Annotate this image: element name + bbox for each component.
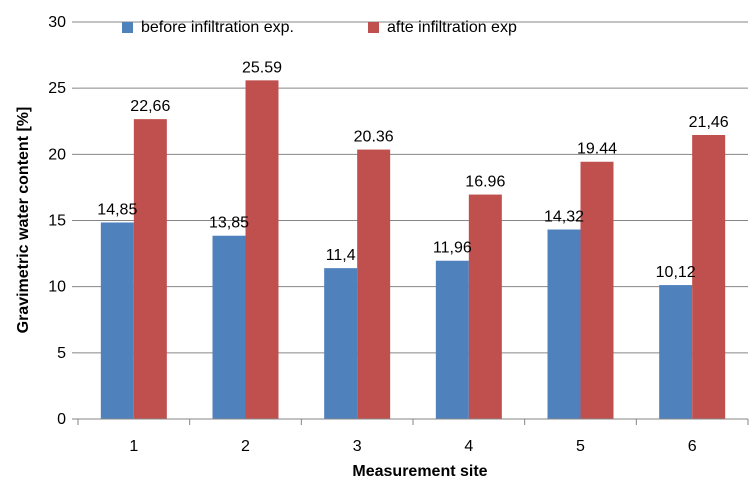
gridlines (78, 21, 748, 354)
legend-label-2: afte infiltration exp (387, 19, 517, 36)
bar-series-1-site-1 (100, 222, 134, 419)
bar-series-1-site-3 (324, 268, 358, 419)
data-label: 25.59 (242, 59, 282, 76)
y-tick-label: 20 (48, 146, 66, 163)
data-labels: 14,85 22,66 13,85 25.59 11,4 20.36 11,96 16.96 1… (97, 59, 728, 281)
bar-series-2-site-5 (580, 161, 614, 419)
data-label: 14,32 (544, 208, 584, 225)
legend-swatch-1 (122, 22, 133, 33)
y-tick-label: 25 (48, 80, 66, 97)
data-label: 13,85 (209, 215, 249, 232)
bar-series-1-site-2 (212, 235, 246, 419)
x-tick-label: 2 (241, 438, 250, 455)
x-tick-label: 6 (688, 438, 697, 455)
bar-series-2-site-2 (245, 80, 279, 419)
y-axis-ticks: 0 5 10 15 20 25 30 (48, 14, 78, 428)
data-label: 19.44 (577, 141, 617, 158)
x-tick-label: 1 (129, 438, 138, 455)
data-label: 16.96 (465, 174, 505, 191)
bar-series-2-site-6 (692, 135, 726, 419)
bar-series-2-site-4 (468, 194, 502, 419)
data-label: 11,4 (326, 247, 356, 264)
bar-series-2-site-3 (357, 149, 391, 419)
legend: before infiltration exp. afte infiltratio… (122, 19, 517, 36)
data-label: 21,46 (689, 114, 729, 131)
data-label: 14,85 (97, 201, 137, 218)
legend-label-1: before infiltration exp. (141, 19, 294, 36)
x-axis-title: Measurement site (352, 463, 487, 480)
data-label: 22,66 (130, 98, 170, 115)
bar-series-1-site-5 (547, 229, 581, 419)
data-label: 10,12 (656, 264, 696, 281)
data-label: 11,96 (433, 240, 472, 257)
x-axis-ticks: 1 2 3 4 5 6 (77, 419, 749, 455)
y-tick-label: 30 (48, 14, 66, 31)
data-label: 20.36 (354, 129, 394, 146)
y-tick-label: 5 (57, 345, 66, 362)
x-tick-label: 3 (353, 438, 362, 455)
bars (100, 80, 726, 420)
bar-series-1-site-6 (659, 285, 693, 419)
y-axis-title: Gravimetric water content [%] (15, 107, 32, 334)
bar-series-2-site-1 (133, 119, 167, 420)
x-tick-label: 4 (464, 438, 473, 455)
y-tick-label: 15 (48, 213, 66, 230)
bar-series-1-site-4 (435, 260, 469, 419)
legend-swatch-2 (368, 22, 379, 33)
y-tick-label: 10 (48, 279, 66, 296)
y-tick-label: 0 (57, 411, 66, 428)
x-tick-label: 5 (576, 438, 585, 455)
